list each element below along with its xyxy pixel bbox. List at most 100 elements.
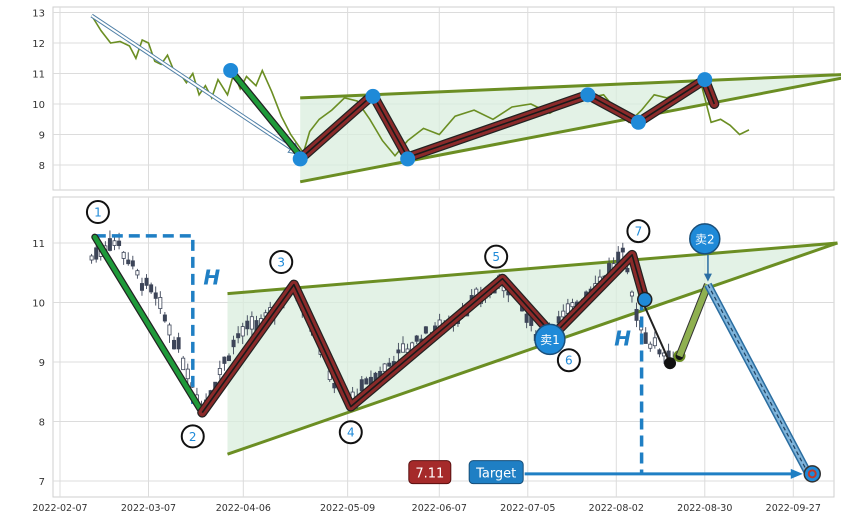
candle-body: [144, 277, 149, 286]
breakout-dot: [636, 291, 653, 308]
candle-body: [126, 259, 131, 265]
candle-body: [162, 314, 167, 322]
candle-body: [423, 326, 428, 334]
top-y-tick-label: 12: [32, 39, 45, 50]
candle-body: [181, 357, 186, 371]
candle-body: [240, 326, 245, 337]
x-axis-ticks: 2022-02-07 2022-03-07 2022-04-06 2022-05-09…: [32, 503, 821, 514]
x-tick-label: 2022-09-27: [766, 503, 821, 514]
top-y-tick-label: 10: [32, 100, 45, 111]
candle-body: [217, 368, 222, 376]
target-marker-core: [807, 469, 817, 479]
pivot-label-text: 6: [565, 354, 573, 368]
candle-body: [176, 337, 181, 350]
top-trend-arrow: [91, 14, 301, 156]
h-label: H: [203, 266, 220, 290]
top-pivot-dot: [292, 151, 308, 167]
candle-body: [107, 238, 112, 251]
candle-body: [94, 247, 99, 260]
candle-body: [561, 310, 566, 318]
top-lower-trendline: [299, 76, 841, 184]
pivot-label-text: 5: [492, 250, 500, 264]
top-price-line: [90, 15, 750, 158]
candle-body: [396, 349, 401, 354]
candle-body: [652, 337, 657, 347]
target-badge-text: Target: [475, 467, 516, 482]
bottom-y-tick-label: 11: [32, 239, 45, 250]
bottom-y-tick-label: 7: [39, 477, 45, 488]
top-pivot-dot: [400, 151, 416, 167]
target-value-badge: [408, 460, 452, 485]
pivot-label-circle: [180, 424, 205, 449]
candle-body: [231, 339, 236, 348]
candle-body: [117, 240, 122, 247]
target-arrowhead: [790, 468, 803, 479]
top-pivot-dot: [223, 62, 239, 78]
projection-rebound: [676, 283, 711, 358]
h-measure-left: [94, 234, 195, 407]
pivot-label-text: 7: [635, 225, 643, 239]
candle-body: [135, 270, 140, 276]
pivot-label-circle: [556, 348, 581, 373]
x-tick-label: 2022-06-07: [412, 503, 467, 514]
candle-body: [565, 303, 570, 314]
top-y-ticks: 8 9 10 11 12 13: [32, 9, 45, 173]
candle-body: [226, 355, 231, 362]
breakdown-low-dot: [664, 357, 677, 370]
candle-body: [153, 292, 158, 299]
pivot-label-circle: [85, 200, 110, 225]
top-panel: 8 9 10 11 12 13: [32, 6, 841, 191]
candle-body: [570, 302, 575, 308]
top-y-tick-label: 9: [39, 131, 45, 142]
sell-marker-text: 卖1: [540, 333, 560, 347]
candle-body: [359, 379, 364, 392]
candle-body: [167, 324, 172, 336]
candle-body: [524, 313, 529, 323]
top-chart-content: [90, 13, 841, 184]
top-pivot-dot: [365, 88, 381, 104]
h-label: H: [614, 326, 631, 350]
candle-body: [130, 260, 135, 267]
bottom-chart-content: 1 2 3 4 5 6 7 卖1 卖2 H H Target 7.11: [85, 200, 838, 485]
candle-body: [629, 291, 634, 297]
x-tick-label: 2022-05-09: [320, 503, 375, 514]
sell-marker-text: 卖2: [695, 232, 715, 246]
bottom-zigzag-core: [201, 254, 646, 414]
bottom-entry-leg: [92, 234, 205, 415]
candle-body: [245, 320, 250, 330]
candle-body: [634, 308, 639, 321]
candle-body: [89, 255, 94, 261]
candle-body: [643, 332, 648, 344]
x-tick-label: 2022-02-07: [32, 503, 87, 514]
candle-body: [158, 297, 163, 309]
candle-body: [139, 283, 144, 291]
candle-body: [112, 240, 117, 246]
candle-body: [382, 363, 387, 372]
x-tick-label: 2022-08-30: [677, 503, 732, 514]
pivot-label-circle: [338, 420, 363, 445]
target-badge: [468, 460, 524, 485]
sell-marker-circle: [534, 323, 566, 356]
candle-body: [121, 251, 126, 259]
projection-decline-core: [707, 284, 810, 476]
candle-body: [222, 356, 227, 364]
candle-body: [648, 343, 653, 349]
candle-body: [249, 316, 254, 330]
top-entry-leg: [228, 68, 303, 159]
pivot-label-text: 4: [347, 426, 355, 440]
x-tick-label: 2022-03-07: [121, 503, 176, 514]
top-y-tick-label: 13: [32, 9, 45, 20]
target-value-text: 7.11: [415, 467, 444, 482]
candle-body: [364, 378, 369, 385]
bottom-y-tick-label: 8: [39, 418, 45, 429]
candle-body: [185, 368, 190, 380]
candle-body: [400, 343, 405, 353]
bottom-y-tick-label: 9: [39, 358, 45, 369]
bottom-lower-trendline: [227, 241, 838, 456]
x-tick-label: 2022-08-02: [589, 503, 644, 514]
x-tick-label: 2022-07-05: [500, 503, 555, 514]
top-pivot-dot: [697, 72, 713, 88]
candle-body: [657, 349, 662, 355]
